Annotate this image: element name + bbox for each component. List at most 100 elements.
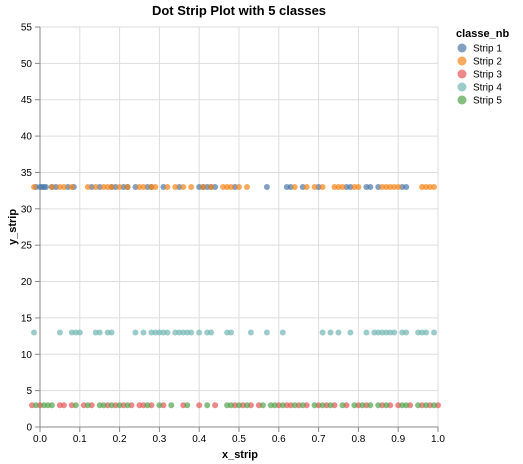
y-tick-label: 50 xyxy=(21,59,33,70)
x-tick-label: 1.0 xyxy=(431,434,445,445)
data-point-strip-5 xyxy=(108,402,115,409)
data-point-strip-4 xyxy=(196,329,203,336)
y-tick-label: 15 xyxy=(21,313,33,324)
data-point-strip-3 xyxy=(212,402,219,409)
x-tick-label: 0.4 xyxy=(192,434,206,445)
data-point-strip-4 xyxy=(76,329,83,336)
data-point-strip-2 xyxy=(355,184,362,190)
data-point-strip-1 xyxy=(367,184,374,190)
data-point-strip-4 xyxy=(279,329,286,336)
x-tick-label: 0.7 xyxy=(312,434,326,445)
legend: classe_nb Strip 1 Strip 2 Strip 3 Strip 4 St… xyxy=(456,28,509,107)
data-point-strip-5 xyxy=(204,402,211,409)
legend-label: Strip 2 xyxy=(473,57,502,68)
data-point-strip-2 xyxy=(92,184,99,190)
y-tick-label: 10 xyxy=(21,350,33,361)
data-point-strip-4 xyxy=(431,329,437,336)
chart-title: Dot Strip Plot with 5 classes xyxy=(152,3,326,18)
data-point-strip-2 xyxy=(60,184,67,190)
data-point-strip-5 xyxy=(124,402,131,409)
data-point-strip-5 xyxy=(319,402,326,409)
x-tick-label: 0.9 xyxy=(391,434,405,445)
legend-label: Strip 1 xyxy=(473,44,502,55)
data-point-strip-2 xyxy=(339,184,346,190)
data-point-strip-4 xyxy=(96,329,103,336)
data-point-strip-1 xyxy=(263,184,270,190)
data-point-strip-5 xyxy=(184,402,191,409)
y-axis-title: y_strip xyxy=(7,209,19,245)
legend-label: Strip 3 xyxy=(473,70,502,81)
x-tick-label: 0.5 xyxy=(232,434,246,445)
y-tick-label: 0 xyxy=(26,423,32,434)
y-tick-label: 35 xyxy=(21,168,33,179)
data-point-strip-5 xyxy=(236,402,242,409)
data-point-strip-2 xyxy=(124,184,131,190)
data-point-strip-5 xyxy=(100,402,107,409)
data-point-strip-5 xyxy=(351,402,358,409)
y-tick-label: 5 xyxy=(26,386,32,397)
data-point-strip-4 xyxy=(391,329,398,336)
legend-marker xyxy=(457,43,467,53)
data-point-strip-2 xyxy=(395,184,402,190)
data-point-strip-2 xyxy=(319,184,326,190)
data-point-strip-5 xyxy=(244,402,250,409)
y-tick-label: 30 xyxy=(21,204,33,215)
data-point-strip-2 xyxy=(48,184,55,190)
data-point-strip-5 xyxy=(423,402,430,409)
data-point-strip-2 xyxy=(116,184,123,190)
data-point-strip-5 xyxy=(339,402,346,409)
y-tick-label: 40 xyxy=(21,132,33,143)
data-point-strip-2 xyxy=(152,184,159,190)
data-point-strip-4 xyxy=(247,329,254,336)
data-point-strip-5 xyxy=(327,402,334,409)
data-point-strip-2 xyxy=(311,184,318,190)
data-point-strip-2 xyxy=(236,184,242,190)
points xyxy=(29,184,441,409)
data-point-strip-4 xyxy=(164,329,171,336)
data-point-strip-5 xyxy=(291,402,298,409)
data-point-strip-2 xyxy=(200,184,207,190)
data-point-strip-5 xyxy=(367,402,374,409)
y-tick-label: 45 xyxy=(21,95,33,106)
data-point-strip-2 xyxy=(431,184,437,190)
legend-label: Strip 5 xyxy=(473,96,502,107)
y-tick-label: 55 xyxy=(21,23,33,34)
data-point-strip-3 xyxy=(60,402,67,409)
data-point-strip-5 xyxy=(228,402,234,409)
legend-marker xyxy=(457,82,467,92)
x-tick-label: 0.3 xyxy=(152,434,166,445)
x-tick-label: 0.1 xyxy=(73,434,87,445)
data-point-strip-2 xyxy=(164,184,171,190)
data-point-strip-5 xyxy=(431,402,437,409)
data-point-strip-5 xyxy=(144,402,151,409)
y-tick-label: 25 xyxy=(21,241,33,252)
data-point-strip-2 xyxy=(31,184,37,190)
data-point-strip-4 xyxy=(319,329,326,336)
data-point-strip-5 xyxy=(84,402,91,409)
data-point-strip-2 xyxy=(291,184,298,190)
data-point-strip-4 xyxy=(140,329,147,336)
y-tick-label: 20 xyxy=(21,277,33,288)
legend-title: classe_nb xyxy=(456,28,509,40)
data-point-strip-4 xyxy=(56,329,63,336)
data-point-strip-2 xyxy=(180,184,187,190)
data-point-strip-5 xyxy=(403,402,410,409)
data-point-strip-3 xyxy=(196,402,203,409)
data-point-strip-4 xyxy=(208,329,215,336)
data-point-strip-5 xyxy=(375,402,382,409)
data-point-strip-5 xyxy=(259,402,266,409)
legend-marker xyxy=(457,56,467,66)
data-point-strip-5 xyxy=(359,402,366,409)
data-point-strip-2 xyxy=(172,184,179,190)
grid xyxy=(39,26,439,428)
data-point-strip-4 xyxy=(347,329,354,336)
x-tick-label: 0.2 xyxy=(113,434,127,445)
legend-label: Strip 4 xyxy=(473,83,502,94)
legend-marker xyxy=(457,95,467,105)
data-point-strip-5 xyxy=(116,402,123,409)
data-point-strip-5 xyxy=(383,402,390,409)
data-point-strip-5 xyxy=(271,402,278,409)
data-point-strip-2 xyxy=(228,184,234,190)
data-point-strip-4 xyxy=(132,329,139,336)
data-point-strip-5 xyxy=(279,402,286,409)
